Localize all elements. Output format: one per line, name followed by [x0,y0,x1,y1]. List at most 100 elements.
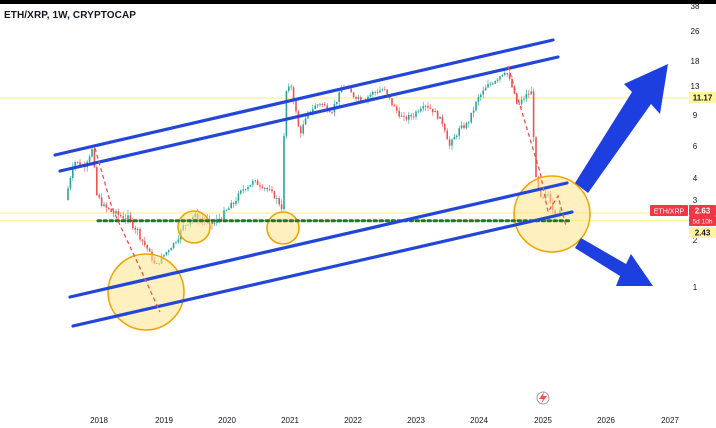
candle-body-16 [105,204,108,208]
candle-body-154 [436,110,439,119]
price-label-bg-4 [689,227,716,238]
candle-body-122 [360,97,362,101]
y-tick-label-38: 38 [691,2,700,11]
candle-144 [412,112,415,120]
candle-164 [460,121,463,130]
candle-90 [283,132,285,211]
candle-body-150 [427,105,429,108]
candle-149 [424,104,427,111]
candle-body-42 [168,250,170,252]
candle-body-131 [381,89,384,91]
y-tick-label-2: 2 [693,236,698,245]
candle-body-137 [396,106,398,111]
candle-122 [360,95,362,101]
candle-body-193 [530,91,532,95]
candle-body-103 [314,105,316,110]
candle-body-135 [391,98,393,106]
candle-44 [172,242,175,250]
candle-77 [252,179,254,188]
candle-body-162 [456,135,458,137]
candle-81 [261,184,264,190]
candle-154 [436,110,439,121]
candle-78 [254,179,256,184]
candle-body-78 [254,180,256,182]
candle-88 [278,196,280,207]
candle-body-194 [532,91,535,138]
candle-192 [528,89,530,98]
candle-body-43 [170,248,172,251]
x-tick-label-2020: 2020 [218,416,236,425]
candle-body-102 [312,109,314,112]
candle-body-87 [276,197,278,199]
candle-70 [235,197,237,206]
candle-79 [256,178,259,186]
candle-12 [96,165,98,196]
candle-body-176 [489,83,492,85]
candle-72 [240,189,242,196]
candle-93 [290,83,292,91]
y-tick-label-1: 1 [693,283,698,292]
candle-16 [105,202,108,213]
candle-body-23 [122,216,124,219]
candle-body-177 [492,83,494,85]
x-tick-label-2027: 2027 [661,416,679,425]
candle-136 [393,103,396,107]
projection-arrows [575,64,668,286]
candle-body-74 [244,189,247,191]
candle-body-61 [213,222,216,224]
candle-176 [489,81,492,86]
candle-179 [496,78,499,84]
top-bar [0,0,716,4]
candle-163 [458,125,460,140]
highlight-circle-2021 [266,211,300,245]
candle-33 [146,244,148,252]
candle-body-46 [177,239,180,243]
y-tick-label-3: 3 [693,196,698,205]
candle-body-189 [520,99,523,104]
candle-22 [120,212,122,218]
candle-159 [448,136,451,150]
candle-73 [242,185,244,194]
price-label-text-0: 11.17 [693,94,713,103]
candle-97 [300,124,302,138]
candle-body-41 [165,251,168,255]
candle-89 [280,199,283,213]
candle-body-119 [352,92,355,98]
chart-title: ETH/XRP, 1W, CRYPTOCAP [4,10,137,21]
candle-body-95 [295,100,297,112]
candle-body-10 [91,148,93,157]
candle-body-191 [525,93,528,99]
candle-173 [482,86,484,99]
candle-body-114 [340,89,343,93]
candle-body-112 [336,101,338,105]
candle-body-130 [379,90,381,93]
candle-body-106 [321,104,324,105]
candle-184 [508,69,511,81]
candle-body-170 [475,101,477,111]
candle-body-172 [480,94,482,98]
candle-body-31 [141,239,144,242]
candle-body-29 [136,228,139,230]
candle-body-99 [304,118,307,125]
channel-upper-top [53,38,555,157]
candle-190 [523,95,525,103]
candle-body-30 [139,228,141,240]
trend-dash-1 [507,65,567,227]
x-tick-label-2021: 2021 [281,416,299,425]
candle-body-101 [309,111,312,113]
candle-193 [530,86,532,95]
candle-32 [144,236,146,248]
x-tick-label-2026: 2026 [597,416,615,425]
candle-body-18 [110,208,112,212]
candle-body-183 [506,73,508,75]
candle-body-143 [410,114,412,117]
candle-19 [112,207,115,218]
candle-body-126 [369,94,372,97]
candle-body-190 [523,98,525,100]
y-tick-label-26: 26 [691,27,700,36]
candle-body-146 [417,111,420,113]
arrow-up [575,64,668,193]
candle-92 [288,83,290,93]
candle-body-136 [393,105,396,107]
candle-body-21 [117,211,120,216]
